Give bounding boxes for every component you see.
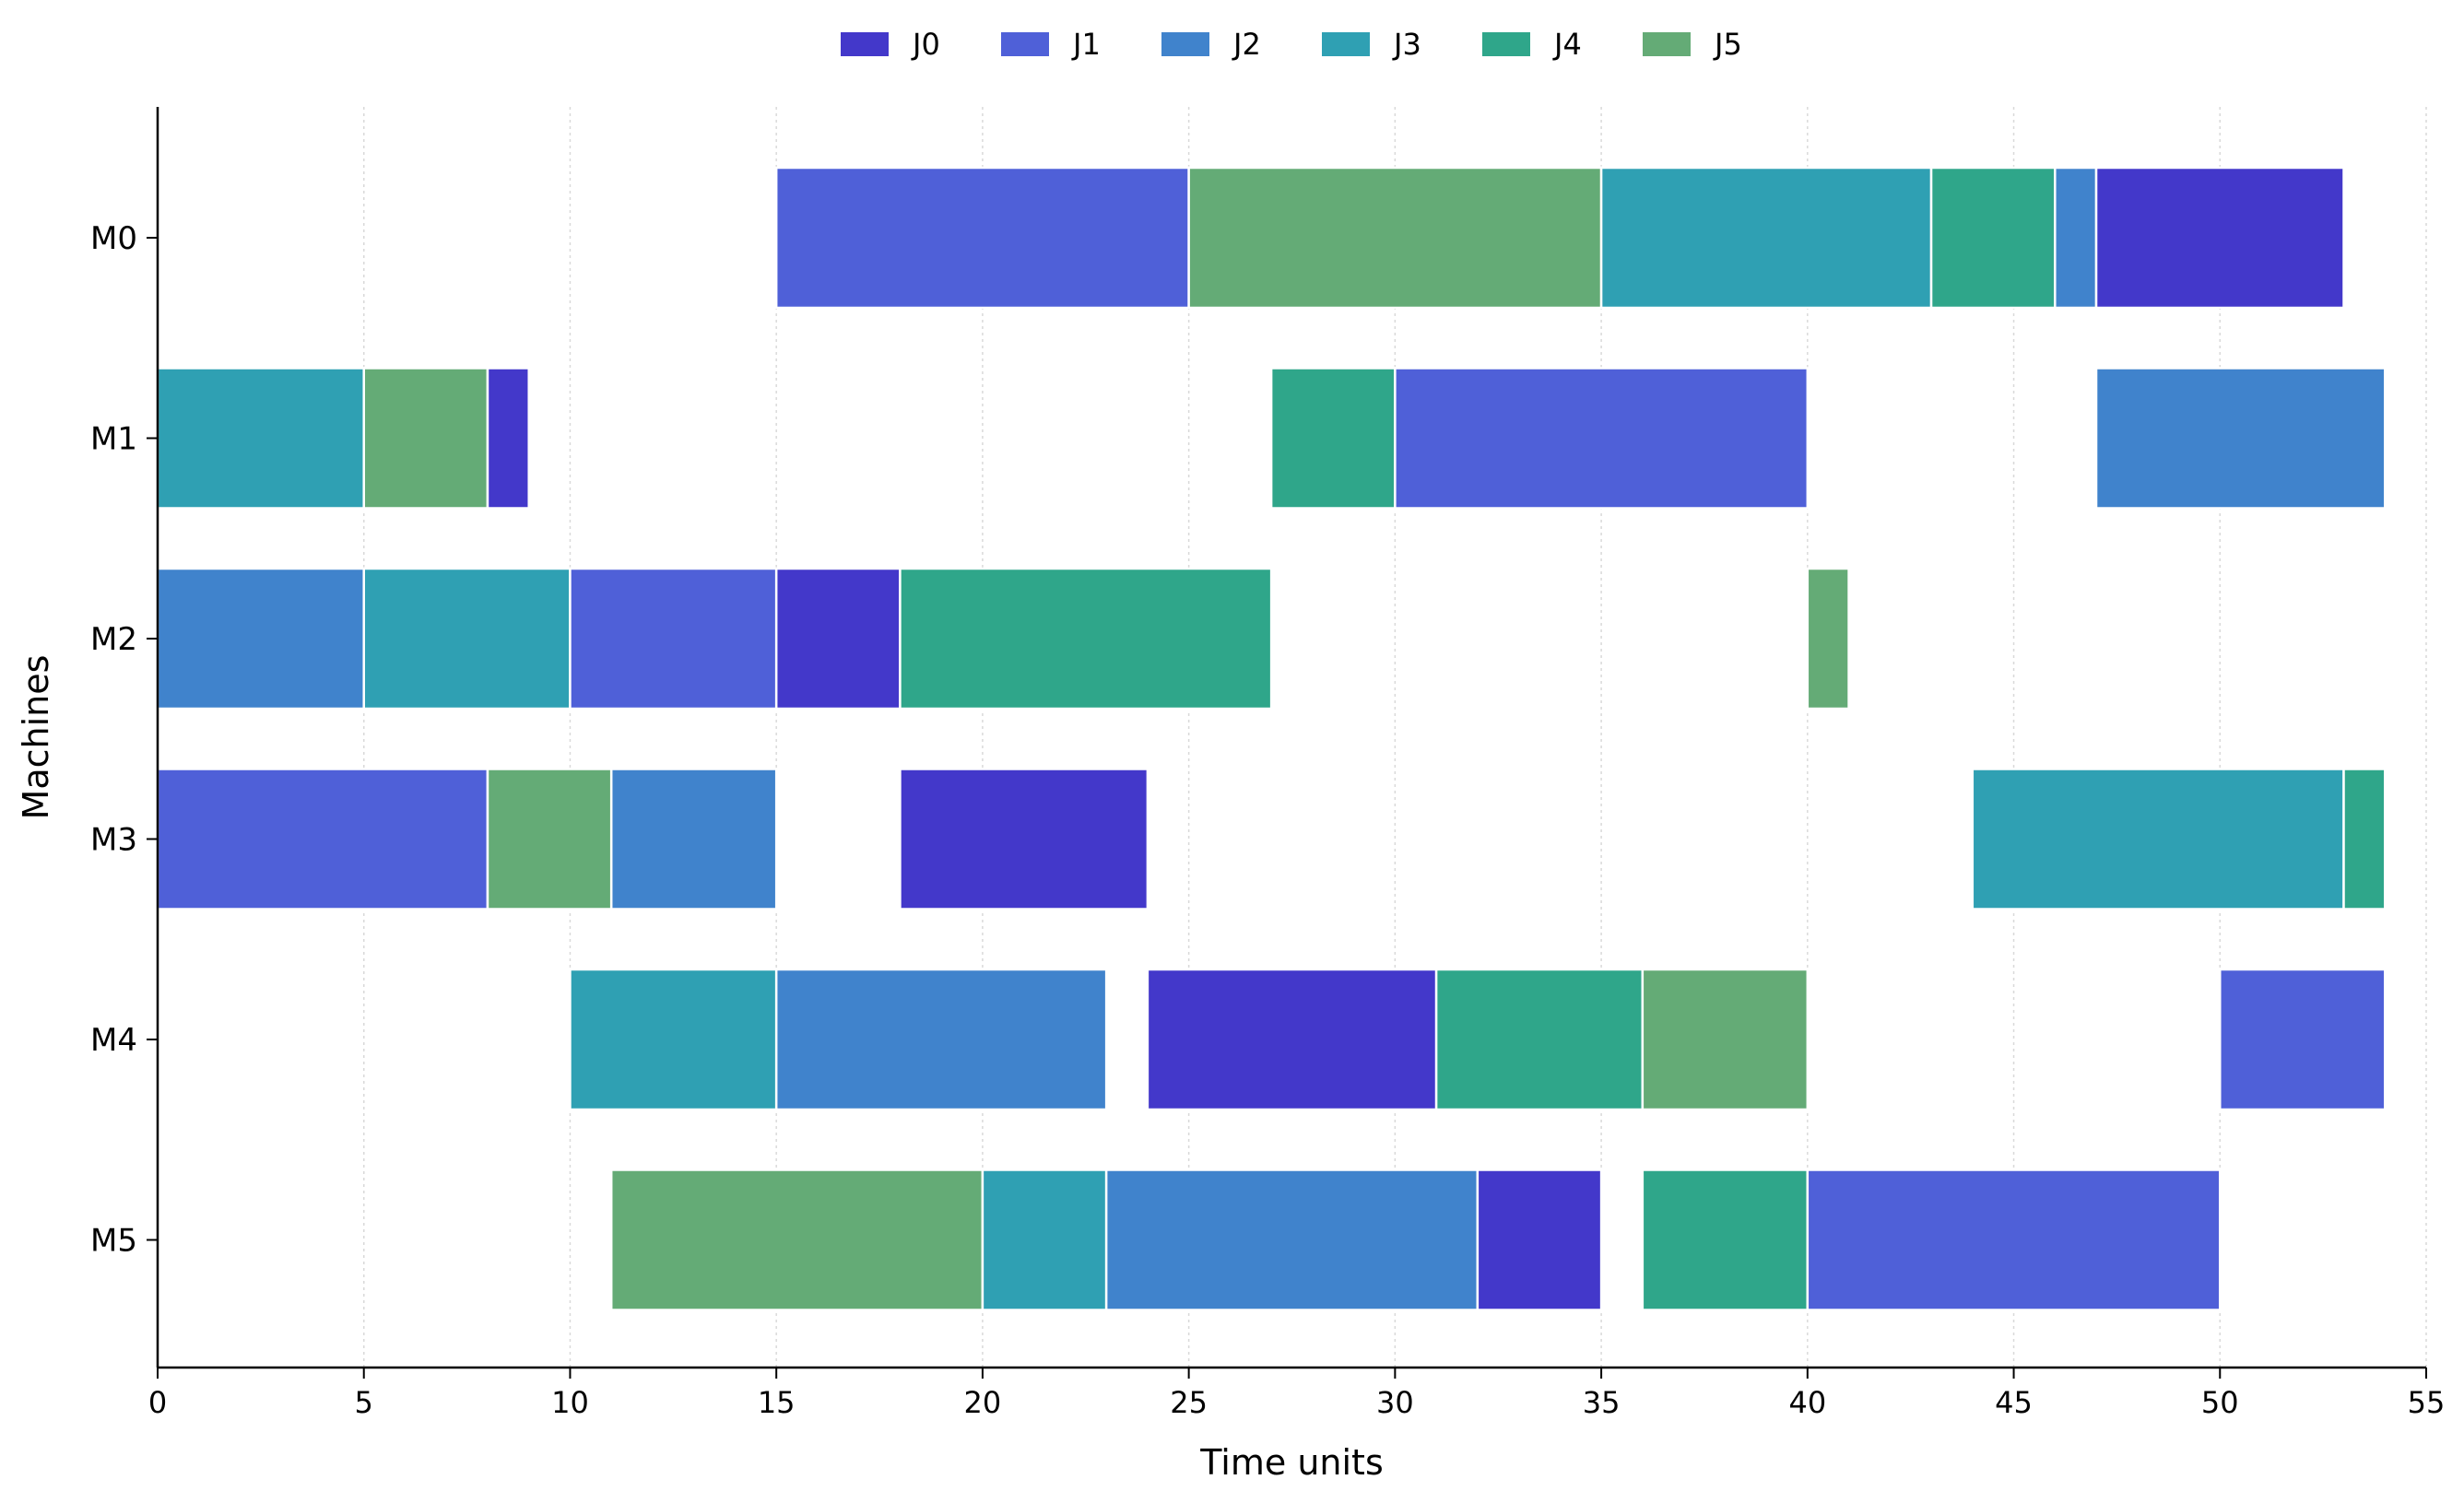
legend-label: J1 [1071,27,1101,62]
axes [156,107,2426,1369]
legend-label: J4 [1552,27,1582,62]
legend-item-j1: J1 [1001,27,1101,62]
task-bar-m1-j3 [156,367,365,510]
task-bar-m4-j3 [569,968,778,1111]
task-bar-m2-j3 [362,567,572,710]
task-bar-m2-j1 [569,567,778,710]
task-bar-m1-j5 [362,367,489,510]
x-tick-label: 0 [148,1385,167,1420]
task-bar-m5-j2 [1104,1168,1480,1311]
task-bar-m2-j0 [774,567,902,710]
legend-swatch [1322,32,1370,56]
y-tick-label-m1: M1 [90,421,137,458]
task-bar-m5-j3 [981,1168,1108,1311]
legend-swatch [1001,32,1049,56]
task-bar-m4-j2 [774,968,1108,1111]
task-bar-m0-j2 [2054,166,2098,310]
task-bar-m3-j4 [2342,768,2387,910]
x-tick-label: 35 [1583,1385,1621,1420]
task-bar-m3-j0 [899,768,1149,910]
x-tick-label: 25 [1170,1385,1208,1420]
task-bar-m0-j1 [774,166,1190,310]
legend-item-j5: J5 [1643,27,1742,62]
legend-swatch [1482,32,1530,56]
y-tick-label-m3: M3 [90,822,137,859]
task-bars [156,166,2387,1311]
task-bar-m5-j1 [1806,1168,2222,1311]
task-bar-m0-j4 [1929,166,2057,310]
x-axis-title: Time units [1199,1442,1384,1483]
legend-label: J0 [911,27,940,62]
task-bar-m1-j2 [2094,367,2387,510]
y-tick-label-m5: M5 [90,1223,137,1260]
legend: J0 J1 J2 J3 J4 J5 [841,27,1742,62]
task-bar-m2-j2 [156,567,365,710]
task-bar-m3-j2 [609,768,778,910]
task-bar-m0-j5 [1187,166,1603,310]
task-bar-m5-j4 [1641,1168,1810,1311]
legend-label: J3 [1392,27,1421,62]
x-tick-label: 5 [355,1385,373,1420]
y-tick-label-m0: M0 [90,220,137,257]
legend-swatch [1161,32,1209,56]
legend-swatch [1643,32,1691,56]
legend-item-j4: J4 [1482,27,1582,62]
task-bar-m2-j4 [899,567,1273,710]
x-tick-label: 15 [758,1385,796,1420]
y-tick-label-m4: M4 [90,1022,137,1059]
legend-item-j2: J2 [1161,27,1261,62]
legend-label: J5 [1713,27,1742,62]
legend-item-j3: J3 [1322,27,1421,62]
task-bar-m4-j4 [1434,968,1645,1111]
x-tick-label: 10 [551,1385,589,1420]
x-tick-label: 40 [1788,1385,1826,1420]
task-bar-m1-j1 [1394,367,1810,510]
y-axis-title: Machines [16,655,56,820]
task-bar-m4-j0 [1146,968,1438,1111]
legend-label: J2 [1232,27,1261,62]
task-bar-m3-j1 [156,768,489,910]
task-bar-m4-j1 [2219,968,2387,1111]
task-bar-m3-j3 [1971,768,2345,910]
y-tick-label-m2: M2 [90,621,137,658]
x-tick-label: 20 [964,1385,1002,1420]
task-bar-m4-j5 [1641,968,1810,1111]
y-axis-ticks: M0 M1 M2 M3 M4 M5 [90,220,158,1260]
task-bar-m1-j4 [1269,367,1397,510]
task-bar-m1-j0 [486,367,530,510]
x-tick-label: 45 [1995,1385,2033,1420]
task-bar-m0-j3 [1599,166,1933,310]
task-bar-m0-j0 [2094,166,2345,310]
x-tick-label: 30 [1376,1385,1414,1420]
x-tick-label: 50 [2201,1385,2239,1420]
legend-item-j0: J0 [841,27,940,62]
x-tick-label: 55 [2408,1385,2446,1420]
task-bar-m5-j0 [1476,1168,1603,1311]
legend-swatch [841,32,889,56]
task-bar-m3-j5 [486,768,613,910]
x-axis-ticks: 0 5 10 15 20 25 30 35 40 45 50 55 [148,1368,2446,1420]
task-bar-m5-j5 [609,1168,984,1311]
task-bar-m2-j5 [1806,567,1850,710]
